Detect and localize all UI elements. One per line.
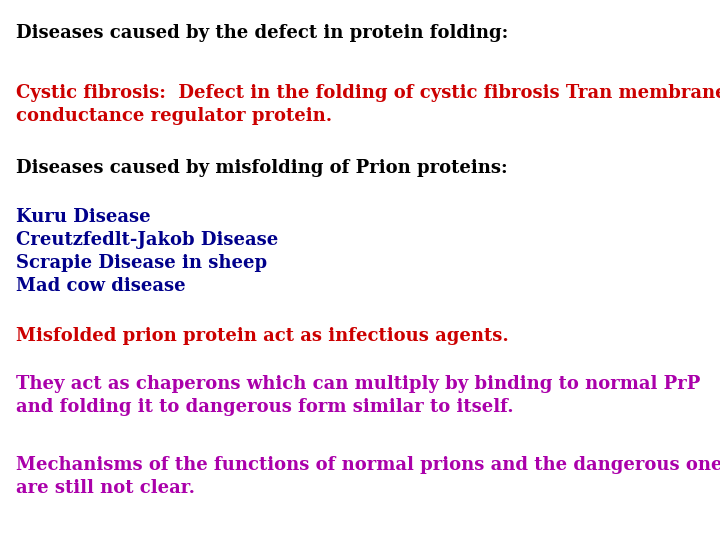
Text: Diseases caused by the defect in protein folding:: Diseases caused by the defect in protein… [16, 24, 508, 42]
Text: Kuru Disease
Creutzfedlt-Jakob Disease
Scrapie Disease in sheep
Mad cow disease: Kuru Disease Creutzfedlt-Jakob Disease S… [16, 208, 278, 295]
Text: Mechanisms of the functions of normal prions and the dangerous ones
are still no: Mechanisms of the functions of normal pr… [16, 456, 720, 497]
Text: Cystic fibrosis:  Defect in the folding of cystic fibrosis Tran membrane
conduct: Cystic fibrosis: Defect in the folding o… [16, 84, 720, 125]
Text: Diseases caused by misfolding of Prion proteins:: Diseases caused by misfolding of Prion p… [16, 159, 508, 177]
Text: Misfolded prion protein act as infectious agents.: Misfolded prion protein act as infectiou… [16, 327, 508, 345]
Text: They act as chaperons which can multiply by binding to normal PrP
and folding it: They act as chaperons which can multiply… [16, 375, 701, 416]
